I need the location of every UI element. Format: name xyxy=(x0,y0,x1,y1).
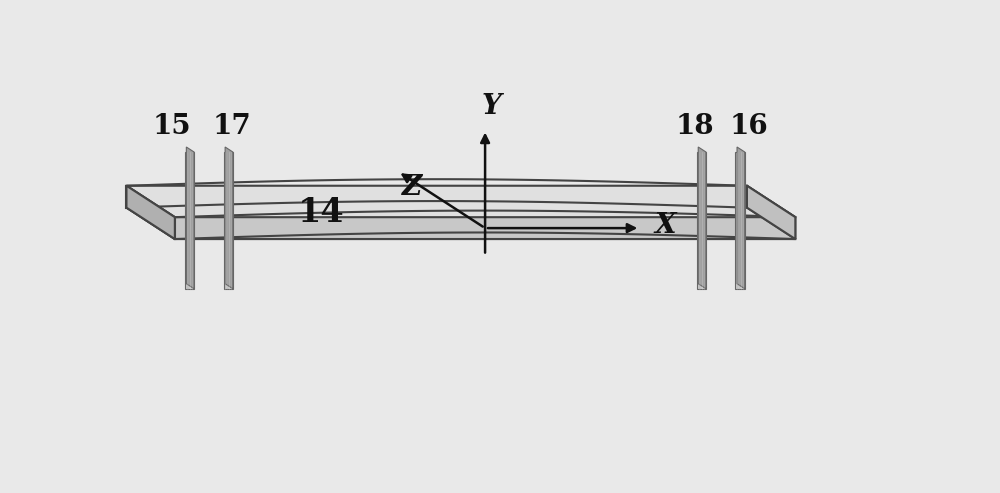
Polygon shape xyxy=(697,152,706,289)
Text: 18: 18 xyxy=(676,113,714,140)
Text: 17: 17 xyxy=(213,113,251,140)
Polygon shape xyxy=(126,186,747,208)
Polygon shape xyxy=(175,217,795,239)
Polygon shape xyxy=(126,186,175,239)
Polygon shape xyxy=(185,152,194,289)
Polygon shape xyxy=(747,186,795,239)
Polygon shape xyxy=(126,186,795,217)
Polygon shape xyxy=(225,147,233,289)
Polygon shape xyxy=(126,186,175,239)
Polygon shape xyxy=(737,147,745,289)
Polygon shape xyxy=(126,208,795,239)
Text: 16: 16 xyxy=(730,113,769,140)
Text: Z: Z xyxy=(402,174,422,201)
Polygon shape xyxy=(747,186,795,239)
Polygon shape xyxy=(698,147,706,289)
Polygon shape xyxy=(186,147,194,289)
Polygon shape xyxy=(735,152,745,289)
Text: 15: 15 xyxy=(153,113,192,140)
Text: 14: 14 xyxy=(298,196,345,229)
Polygon shape xyxy=(224,152,233,289)
Text: Y: Y xyxy=(481,93,501,120)
Text: X: X xyxy=(654,212,676,239)
